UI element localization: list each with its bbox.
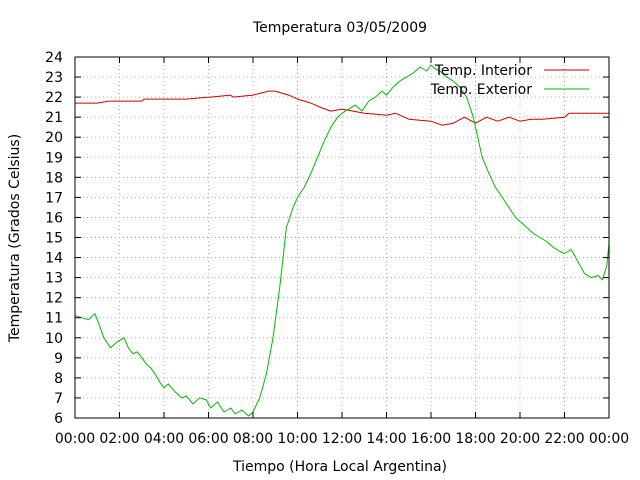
x-tick-label: 04:00: [144, 431, 184, 447]
series-lines: [74, 64, 610, 417]
x-axis-title: Tiempo (Hora Local Argentina): [232, 459, 447, 475]
y-tick-label: 17: [45, 190, 63, 206]
x-tick-label: 20:00: [500, 431, 540, 447]
y-tick-label: 12: [45, 291, 63, 307]
x-tick-label: 12:00: [322, 431, 362, 447]
x-tick-label: 14:00: [366, 431, 406, 447]
y-tick-label: 18: [45, 170, 63, 186]
x-tick-label: 02:00: [99, 431, 139, 447]
x-tick-label: 00:00: [589, 431, 629, 447]
x-tick-label: 10:00: [277, 431, 317, 447]
x-tick-label: 22:00: [544, 431, 584, 447]
series-line-temp-interior: [75, 90, 609, 126]
y-tick-label: 13: [45, 271, 63, 287]
y-tick-label: 19: [45, 150, 63, 166]
y-tick-label: 15: [45, 231, 63, 247]
y-axis-title: Temperatura (Grados Celsius): [7, 134, 23, 343]
x-tick-label: 06:00: [188, 431, 228, 447]
x-tick-label: 18:00: [455, 431, 495, 447]
y-tick-label: 22: [45, 90, 63, 106]
series-line-temp-exterior: [74, 64, 610, 417]
y-tick-label: 6: [54, 411, 63, 427]
y-tick-label: 9: [54, 351, 63, 367]
y-tick-label: 10: [45, 331, 63, 347]
x-tick-label: 16:00: [411, 431, 451, 447]
y-tick-label: 16: [45, 210, 63, 226]
legend: Temp. Interior Temp. Exterior: [430, 63, 589, 98]
y-tick-label: 8: [54, 371, 63, 387]
y-tick-label: 14: [45, 251, 63, 267]
y-tick-label: 20: [45, 130, 63, 146]
y-tick-label: 11: [45, 311, 63, 327]
x-tick-label: 08:00: [233, 431, 273, 447]
legend-label: Temp. Exterior: [430, 82, 533, 98]
x-tick-label: 00:00: [55, 431, 95, 447]
y-tick-label: 7: [54, 391, 63, 407]
chart-title: Temperatura 03/05/2009: [252, 20, 427, 36]
legend-label: Temp. Interior: [434, 63, 533, 79]
y-tick-label: 21: [45, 110, 63, 126]
y-tick-label: 23: [45, 70, 63, 86]
grid: [75, 57, 609, 418]
y-tick-label: 24: [45, 50, 63, 66]
